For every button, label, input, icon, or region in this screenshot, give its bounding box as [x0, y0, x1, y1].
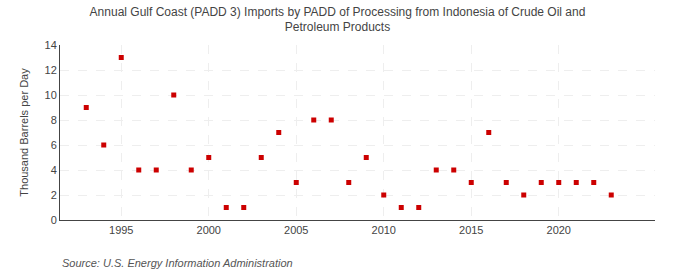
svg-text:6: 6	[51, 139, 57, 151]
svg-text:0: 0	[51, 214, 57, 226]
svg-text:2: 2	[51, 189, 57, 201]
svg-text:4: 4	[51, 164, 57, 176]
svg-text:10: 10	[45, 89, 57, 101]
svg-text:14: 14	[45, 39, 57, 51]
svg-text:Thousand Barrels per Day: Thousand Barrels per Day	[18, 68, 30, 197]
svg-text:2015: 2015	[459, 224, 483, 236]
svg-text:2005: 2005	[284, 224, 308, 236]
svg-text:8: 8	[51, 114, 57, 126]
svg-text:2010: 2010	[372, 224, 396, 236]
svg-text:12: 12	[45, 64, 57, 76]
svg-text:Source: U.S. Energy Informatio: Source: U.S. Energy Information Administ…	[62, 257, 293, 269]
svg-text:2000: 2000	[197, 224, 221, 236]
svg-text:2020: 2020	[547, 224, 571, 236]
svg-text:1995: 1995	[109, 224, 133, 236]
svg-text:Annual Gulf Coast (PADD 3) Imp: Annual Gulf Coast (PADD 3) Imports by PA…	[90, 5, 586, 35]
